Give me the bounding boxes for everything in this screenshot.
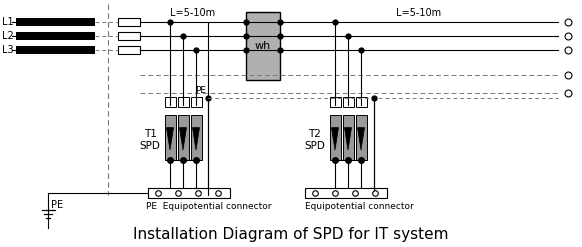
Bar bbox=[165, 97, 176, 107]
Bar bbox=[329, 115, 340, 160]
Bar bbox=[16, 32, 95, 40]
Bar bbox=[118, 46, 140, 54]
Text: PE: PE bbox=[195, 86, 206, 95]
Polygon shape bbox=[332, 128, 339, 150]
Bar bbox=[342, 97, 353, 107]
Text: L=5-10m: L=5-10m bbox=[171, 8, 215, 18]
Text: T2
SPD: T2 SPD bbox=[304, 129, 325, 151]
Bar bbox=[305, 188, 387, 198]
Bar bbox=[356, 115, 367, 160]
Text: T1
SPD: T1 SPD bbox=[140, 129, 161, 151]
Bar bbox=[342, 115, 353, 160]
Bar bbox=[190, 97, 201, 107]
Bar bbox=[178, 97, 189, 107]
Text: L3: L3 bbox=[2, 45, 13, 55]
Polygon shape bbox=[193, 128, 200, 150]
Text: PE  Equipotential connector: PE Equipotential connector bbox=[146, 202, 271, 211]
Text: PE: PE bbox=[51, 200, 63, 210]
Polygon shape bbox=[179, 128, 186, 150]
Text: L=5-10m: L=5-10m bbox=[396, 8, 442, 18]
Bar bbox=[16, 18, 95, 26]
Bar bbox=[148, 188, 230, 198]
Text: L2: L2 bbox=[2, 31, 14, 41]
Text: Installation Diagram of SPD for IT system: Installation Diagram of SPD for IT syste… bbox=[133, 227, 449, 242]
Polygon shape bbox=[166, 128, 173, 150]
Text: L1: L1 bbox=[2, 17, 13, 27]
Bar bbox=[246, 12, 280, 80]
Bar bbox=[329, 97, 340, 107]
Bar bbox=[118, 18, 140, 26]
Bar bbox=[190, 115, 201, 160]
Polygon shape bbox=[357, 128, 364, 150]
Bar bbox=[16, 46, 95, 54]
Bar bbox=[165, 115, 176, 160]
Text: wh: wh bbox=[255, 41, 271, 51]
Bar bbox=[356, 97, 367, 107]
Text: Equipotential connector: Equipotential connector bbox=[305, 202, 414, 211]
Polygon shape bbox=[345, 128, 352, 150]
Bar bbox=[178, 115, 189, 160]
Bar bbox=[118, 32, 140, 40]
